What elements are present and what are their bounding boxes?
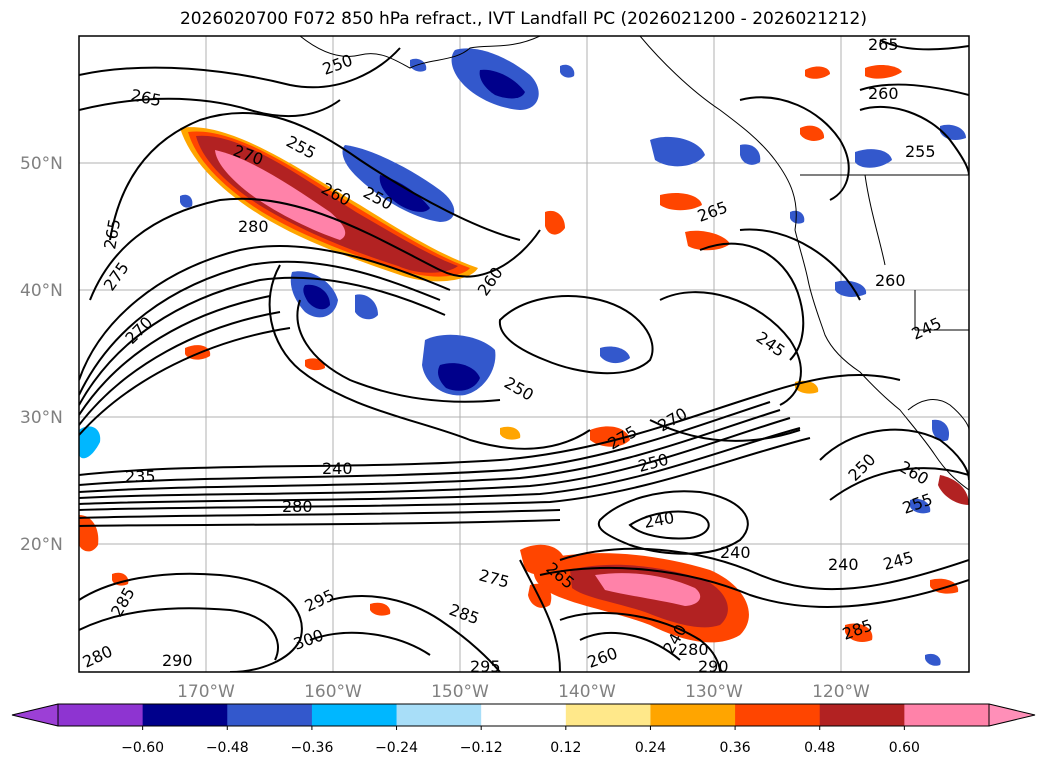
contour-label: 295 (470, 657, 501, 676)
contour-label: 280 (282, 497, 313, 516)
contour-label: 235 (125, 467, 156, 486)
lon-label: 120°W (812, 682, 870, 702)
contour-label: 240 (720, 543, 751, 562)
colorbar: −0.60 −0.48 −0.36 −0.24 −0.12 0.12 0.24 0.36 0.4… (11, 703, 1036, 756)
lon-label: 170°W (177, 682, 235, 702)
colorbar-segment (735, 704, 821, 726)
map-title: 2026020700 F072 850 hPa refract., IVT La… (179, 9, 867, 29)
contour-label: 280 (678, 640, 709, 659)
colorbar-extend-high (989, 704, 1035, 726)
contour-label: 290 (698, 657, 729, 676)
lat-label: 40°N (20, 281, 63, 301)
positive-anomaly-shading (79, 65, 969, 643)
colorbar-tick-label: 0.36 (720, 740, 751, 756)
latitude-labels: 50°N 40°N 30°N 20°N (20, 154, 63, 555)
colorbar-tick-label: −0.60 (121, 740, 164, 756)
colorbar-segment (227, 704, 313, 726)
lat-label: 50°N (20, 154, 63, 174)
contour-label: 280 (238, 217, 269, 236)
colorbar-segments (58, 704, 990, 726)
colorbar-outline (57, 703, 990, 727)
colorbar-segment (481, 704, 567, 726)
contour-label: 255 (905, 142, 936, 161)
coastlines (299, 36, 969, 491)
colorbar-extend-low (12, 704, 58, 726)
contour-lines (79, 39, 969, 672)
colorbar-tick-label: −0.48 (206, 740, 249, 756)
colorbar-tick-label: 0.12 (550, 740, 581, 756)
colorbar-ticks: −0.60 −0.48 −0.36 −0.24 −0.12 0.12 0.24 0.36 0.4… (121, 726, 920, 756)
colorbar-tick-label: −0.12 (460, 740, 503, 756)
north-america-coastline (794, 229, 969, 491)
lon-label: 160°W (304, 682, 362, 702)
colorbar-tick-label: 0.24 (635, 740, 666, 756)
contour-label: 240 (322, 459, 353, 478)
alaska-coastline (299, 36, 541, 69)
colorbar-segment (565, 704, 651, 726)
colorbar-segment (819, 704, 905, 726)
lat-label: 30°N (20, 408, 63, 428)
contour-label: 265 (868, 35, 899, 54)
contour-label: 240 (828, 555, 859, 574)
colorbar-segment (396, 704, 482, 726)
colorbar-tick-label: −0.24 (375, 740, 418, 756)
colorbar-segment (311, 704, 398, 726)
colorbar-tick-label: 0.60 (889, 740, 920, 756)
colorbar-tick-label: 0.48 (804, 740, 835, 756)
lon-label: 140°W (558, 682, 616, 702)
contour-label: 260 (875, 271, 906, 290)
contour-label: 290 (162, 651, 193, 670)
longitude-labels: 170°W 160°W 150°W 140°W 130°W 120°W (177, 682, 870, 702)
contour-label: 260 (868, 84, 899, 103)
colorbar-segment (904, 704, 990, 726)
colorbar-segment (650, 704, 736, 726)
colorbar-tick-label: −0.36 (290, 740, 333, 756)
map-frame (78, 35, 970, 673)
lon-label: 150°W (431, 682, 489, 702)
colorbar-segment (58, 704, 144, 726)
lat-label: 20°N (20, 535, 63, 555)
lon-label: 130°W (685, 682, 743, 702)
colorbar-segment (142, 704, 228, 726)
